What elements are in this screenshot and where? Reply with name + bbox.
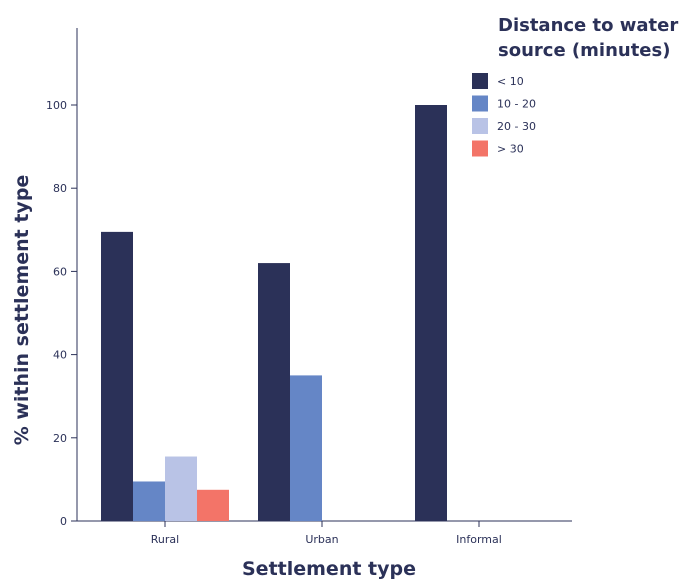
legend-label-3: > 30 [497,143,524,156]
bar-urban-series-0 [258,263,290,521]
x-tick-label-informal: Informal [456,533,502,546]
y-ticks: 0 20 40 60 80 100 [46,99,77,528]
bar-rural-series-2 [165,456,197,521]
bar-urban-series-1 [290,375,322,521]
legend-swatch-2 [472,118,488,134]
x-ticks: Rural Urban Informal [151,521,502,546]
bar-rural-series-1 [133,481,165,521]
y-tick-label: 60 [53,265,67,278]
y-tick-label: 100 [46,99,67,112]
legend-label-2: 20 - 30 [497,120,536,133]
legend-swatch-1 [472,95,488,112]
bar-rural-series-0 [101,231,133,521]
legend-label-1: 10 - 20 [497,98,536,111]
x-axis-title: Settlement type [242,558,416,580]
legend-title-line-1: Distance to water [498,15,678,36]
y-axis-title: % within settlement type [11,175,33,446]
legend-label-0: < 10 [497,75,524,88]
bar-informal-series-0 [415,105,447,521]
legend-items: < 10 10 - 20 20 - 30 > 30 [472,73,536,157]
legend: Distance to water source (minutes) < 10 1… [472,15,678,157]
y-tick-label: 40 [53,349,67,362]
legend-swatch-0 [472,73,488,89]
y-tick-label: 20 [53,432,67,445]
y-tick-label: 0 [60,515,67,528]
bars [101,105,447,521]
bar-rural-series-3 [197,489,229,521]
y-tick-label: 80 [53,182,67,195]
x-tick-label-rural: Rural [151,533,179,546]
x-tick-label-urban: Urban [305,533,338,546]
legend-swatch-3 [472,140,488,157]
legend-title-line-2: source (minutes) [498,40,670,61]
